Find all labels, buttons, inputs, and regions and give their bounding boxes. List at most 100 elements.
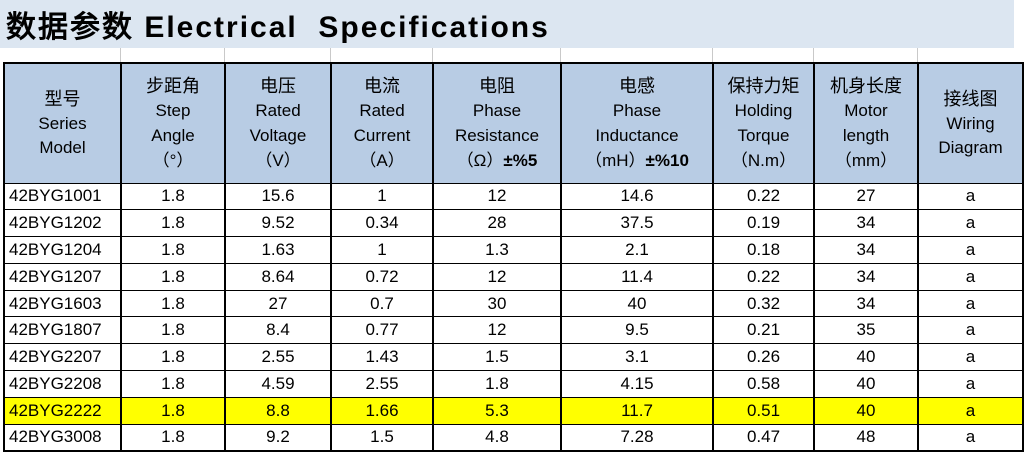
value-cell: 34 bbox=[813, 262, 919, 291]
value-cell: a bbox=[917, 182, 1024, 211]
model-cell: 42BYG1807 bbox=[3, 316, 122, 345]
value-cell: 3.1 bbox=[560, 343, 714, 372]
model-cell: 42BYG1001 bbox=[3, 182, 122, 211]
value-cell: 0.51 bbox=[712, 396, 815, 425]
value-cell: 35 bbox=[813, 316, 919, 345]
gridline bbox=[224, 48, 225, 62]
value-cell: 1.8 bbox=[120, 289, 226, 318]
table-row: 42BYG2207 1.8 2.55 1.43 1.5 3.1 0.26 40 a bbox=[3, 343, 1024, 372]
table-row: 42BYG1603 1.8 27 0.7 30 40 0.32 34 a bbox=[3, 289, 1024, 318]
value-cell: 40 bbox=[560, 289, 714, 318]
value-cell: 1.8 bbox=[120, 370, 226, 398]
gridline bbox=[712, 48, 713, 62]
value-cell: 27 bbox=[813, 182, 919, 211]
value-cell: 1.5 bbox=[330, 423, 434, 452]
value-cell: 8.4 bbox=[224, 316, 332, 345]
value-cell: 1.8 bbox=[120, 396, 226, 425]
model-cell: 42BYG1603 bbox=[3, 289, 122, 318]
value-cell: 11.7 bbox=[560, 396, 714, 425]
column-header-1: 步距角 Step Angle （°） bbox=[120, 62, 226, 184]
title-bar: 数据参数 Electrical Specifications bbox=[0, 0, 1014, 48]
value-cell: 0.77 bbox=[330, 316, 434, 345]
value-cell: 0.26 bbox=[712, 343, 815, 372]
value-cell: 1.3 bbox=[432, 236, 562, 264]
value-cell: 11.4 bbox=[560, 262, 714, 291]
column-header-8: 接线图 Wiring Diagram bbox=[917, 62, 1024, 184]
value-cell: 0.7 bbox=[330, 289, 434, 318]
table-row-highlighted: 42BYG2222 1.8 8.8 1.66 5.3 11.7 0.51 40 a bbox=[3, 396, 1024, 425]
model-cell: 42BYG1204 bbox=[3, 236, 122, 264]
value-cell: 1.8 bbox=[120, 343, 226, 372]
model-cell: 42BYG3008 bbox=[3, 423, 122, 452]
value-cell: 1.8 bbox=[120, 182, 226, 211]
value-cell: 1.8 bbox=[120, 236, 226, 264]
gridline bbox=[120, 48, 121, 62]
value-cell: a bbox=[917, 316, 1024, 345]
table-row: 42BYG1001 1.8 15.6 1 12 14.6 0.22 27 a bbox=[3, 182, 1024, 211]
value-cell: a bbox=[917, 236, 1024, 264]
value-cell: a bbox=[917, 370, 1024, 398]
model-cell: 42BYG2222 bbox=[3, 396, 122, 425]
column-header-3: 电流 Rated Current （A） bbox=[330, 62, 434, 184]
value-cell: 7.28 bbox=[560, 423, 714, 452]
value-cell: 15.6 bbox=[224, 182, 332, 211]
gridline bbox=[432, 48, 433, 62]
gridline bbox=[813, 48, 814, 62]
column-header-7: 机身长度 Motor length （mm） bbox=[813, 62, 919, 184]
spreadsheet-gridline-strip bbox=[0, 48, 1024, 62]
value-cell: 0.22 bbox=[712, 262, 815, 291]
page-title: 数据参数 Electrical Specifications bbox=[6, 11, 550, 44]
value-cell: 28 bbox=[432, 209, 562, 238]
value-cell: 40 bbox=[813, 396, 919, 425]
value-cell: 0.58 bbox=[712, 370, 815, 398]
value-cell: a bbox=[917, 343, 1024, 372]
value-cell: 12 bbox=[432, 262, 562, 291]
value-cell: 8.64 bbox=[224, 262, 332, 291]
value-cell: 4.8 bbox=[432, 423, 562, 452]
value-cell: 14.6 bbox=[560, 182, 714, 211]
table-row: 42BYG2208 1.8 4.59 2.55 1.8 4.15 0.58 40 a bbox=[3, 370, 1024, 398]
value-cell: 48 bbox=[813, 423, 919, 452]
header-row: 型号 Series Model 步距角 Step Angle （°） 电压 Rated Volta… bbox=[3, 62, 1024, 184]
table-row: 42BYG1202 1.8 9.52 0.34 28 37.5 0.19 34 a bbox=[3, 209, 1024, 238]
value-cell: 9.5 bbox=[560, 316, 714, 345]
model-cell: 42BYG2207 bbox=[3, 343, 122, 372]
value-cell: 0.21 bbox=[712, 316, 815, 345]
value-cell: a bbox=[917, 262, 1024, 291]
value-cell: 1.63 bbox=[224, 236, 332, 264]
value-cell: 12 bbox=[432, 316, 562, 345]
column-header-4: 电阻 Phase Resistance （Ω）±%5 bbox=[432, 62, 562, 184]
value-cell: 1 bbox=[330, 182, 434, 211]
model-cell: 42BYG1202 bbox=[3, 209, 122, 238]
value-cell: 27 bbox=[224, 289, 332, 318]
value-cell: 34 bbox=[813, 289, 919, 318]
value-cell: 4.59 bbox=[224, 370, 332, 398]
value-cell: 1.8 bbox=[120, 316, 226, 345]
value-cell: 1.66 bbox=[330, 396, 434, 425]
value-cell: 1.8 bbox=[120, 423, 226, 452]
value-cell: a bbox=[917, 396, 1024, 425]
value-cell: 34 bbox=[813, 209, 919, 238]
value-cell: 0.18 bbox=[712, 236, 815, 264]
value-cell: 9.2 bbox=[224, 423, 332, 452]
table-body: 42BYG1001 1.8 15.6 1 12 14.6 0.22 27 a 42BYG1202 1… bbox=[3, 182, 1024, 452]
value-cell: 5.3 bbox=[432, 396, 562, 425]
value-cell: 1.8 bbox=[120, 262, 226, 291]
value-cell: 0.47 bbox=[712, 423, 815, 452]
value-cell: 34 bbox=[813, 236, 919, 264]
table-row: 42BYG1204 1.8 1.63 1 1.3 2.1 0.18 34 a bbox=[3, 236, 1024, 264]
column-header-0: 型号 Series Model bbox=[3, 62, 122, 184]
value-cell: 1.8 bbox=[120, 209, 226, 238]
value-cell: 8.8 bbox=[224, 396, 332, 425]
value-cell: 4.15 bbox=[560, 370, 714, 398]
value-cell: 2.1 bbox=[560, 236, 714, 264]
value-cell: 1.43 bbox=[330, 343, 434, 372]
value-cell: 40 bbox=[813, 370, 919, 398]
value-cell: 40 bbox=[813, 343, 919, 372]
value-cell: 0.32 bbox=[712, 289, 815, 318]
gridline bbox=[917, 48, 918, 62]
table-row: 42BYG1207 1.8 8.64 0.72 12 11.4 0.22 34 a bbox=[3, 262, 1024, 291]
value-cell: 9.52 bbox=[224, 209, 332, 238]
value-cell: 0.34 bbox=[330, 209, 434, 238]
value-cell: 1 bbox=[330, 236, 434, 264]
